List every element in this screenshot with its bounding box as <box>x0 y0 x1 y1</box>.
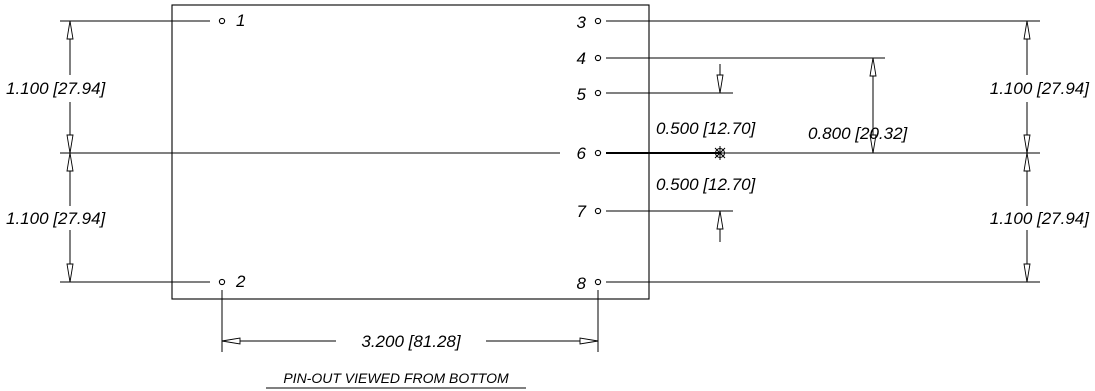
dim-label-width: 3.200 [81.28] <box>361 332 462 351</box>
dim-right-upper <box>1023 20 1031 154</box>
dim-pin-spacing-lower <box>716 210 724 242</box>
dim-label-pin-spacing-upper: 0.500 [12.70] <box>656 119 757 138</box>
dim-label-right-lower: 1.100 [27.94] <box>990 209 1091 228</box>
dim-label-left-upper: 1.100 [27.94] <box>6 79 107 98</box>
dim-right-lower <box>1023 152 1031 283</box>
pin-label-2: 2 <box>235 272 246 291</box>
dim-label-pin-spacing-lower: 0.500 [12.70] <box>656 175 757 194</box>
pin-5 <box>594 89 602 97</box>
pin-3 <box>594 17 602 25</box>
dim-label-right-upper: 1.100 [27.94] <box>990 79 1091 98</box>
dim-width <box>221 290 599 352</box>
pin-4 <box>594 54 602 62</box>
dim-left-lower <box>66 152 74 283</box>
caption: PIN-OUT VIEWED FROM BOTTOM <box>283 370 509 386</box>
pin-label-1: 1 <box>236 11 245 30</box>
center-mark-icon <box>713 146 727 160</box>
pin-6 <box>594 149 602 157</box>
pin-label-4: 4 <box>577 49 586 68</box>
pin-label-5: 5 <box>577 85 587 104</box>
pin-label-3: 3 <box>577 13 587 32</box>
pin-8 <box>594 278 602 286</box>
pin-label-7: 7 <box>577 202 587 221</box>
pin-label-6: 6 <box>577 144 587 163</box>
pin-label-8: 8 <box>577 274 587 293</box>
dim-pin4-offset <box>869 57 877 154</box>
dim-pin-spacing-upper <box>716 64 724 94</box>
dim-left-upper <box>66 20 74 154</box>
pin-2 <box>218 278 226 286</box>
pin-7 <box>594 207 602 215</box>
pin-1 <box>218 17 226 25</box>
dim-label-left-lower: 1.100 [27.94] <box>6 209 107 228</box>
dim-label-pin4-offset: 0.800 [20.32] <box>808 124 909 143</box>
